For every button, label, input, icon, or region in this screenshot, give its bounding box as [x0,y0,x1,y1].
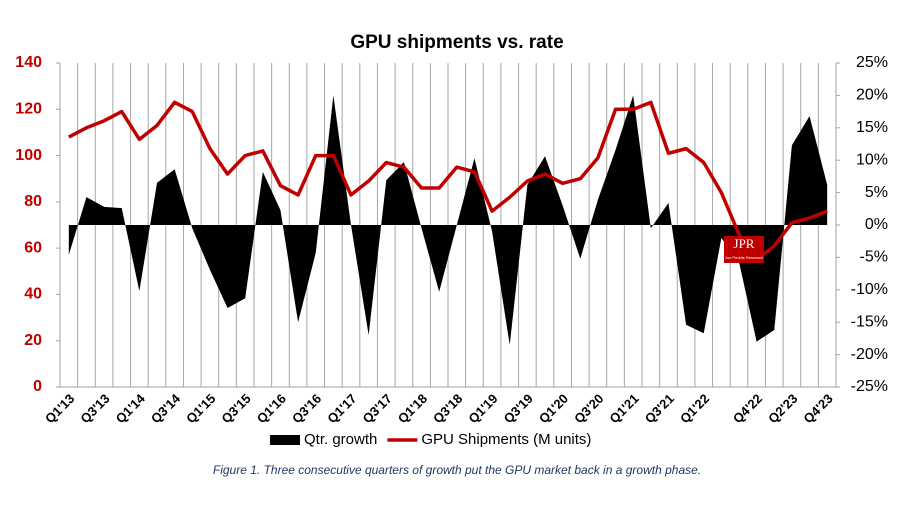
y2-tick-label: -25% [851,378,888,395]
y2-tick-label: -15% [851,313,888,330]
y2-tick-label: -5% [860,249,888,266]
logo-text: JPR [734,236,755,251]
x-tick-label: Q1'19 [465,391,500,426]
x-tick-label: Q3'17 [360,391,395,426]
y2-tick-label: 10% [856,151,888,168]
logo: JPR Jon Peddie Research [724,236,764,263]
y2-tick-label: -10% [851,281,888,298]
legend-label: GPU Shipments (M units) [421,431,591,448]
y-tick-label: 60 [24,239,42,256]
y-tick-label: 140 [15,54,42,71]
logo-box [724,236,764,263]
y2-tick-label: 0% [865,216,888,233]
x-tick-label: Q1'18 [395,391,430,426]
y-tick-label: 120 [15,101,42,118]
y-tick-label: 20 [24,332,42,349]
x-tick-label: Q3'19 [501,391,536,426]
shipments-line [68,100,828,262]
x-tick-label: Q3'21 [642,391,677,426]
y-tick-label: 0 [33,378,42,395]
caption: Figure 1. Three consecutive quarters of … [213,463,701,477]
x-tick-label: Q3'20 [571,391,606,426]
growth-area [68,95,828,345]
y-tick-label: 80 [24,193,42,210]
x-tick-label: Q3'13 [77,391,112,426]
y2-tick-label: 20% [856,87,888,104]
x-tick-label: Q1'13 [42,391,77,426]
x-tick-label: Q1'17 [324,391,359,426]
y2-tick-label: 25% [856,54,888,71]
y2-tick-label: -20% [851,346,888,363]
x-tick-label: Q2'23 [765,391,800,426]
y2-tick-label: 5% [865,184,888,201]
x-tick-label: Q1'15 [183,391,218,426]
y-tick-label: 40 [24,286,42,303]
x-tick-label: Q1'21 [606,391,641,426]
x-tick-label: Q3'14 [148,390,184,426]
x-tick-label: Q1'20 [536,391,571,426]
legend-label: Qtr. growth [304,431,377,448]
legend-swatch [270,435,300,445]
x-tick-label: Q4'22 [730,391,765,426]
chart-title: GPU shipments vs. rate [350,32,563,53]
y2-tick-label: 15% [856,119,888,136]
x-tick-label: Q1'16 [254,391,289,426]
logo-subtext: Jon Peddie Research [725,255,763,260]
x-tick-label: Q3'16 [289,391,324,426]
x-tick-label: Q1'14 [113,390,149,426]
x-tick-label: Q3'15 [218,391,253,426]
x-tick-label: Q4'23 [800,391,835,426]
y-tick-label: 100 [15,147,42,164]
x-tick-label: Q3'18 [430,391,465,426]
x-tick-label: Q1'22 [677,391,712,426]
